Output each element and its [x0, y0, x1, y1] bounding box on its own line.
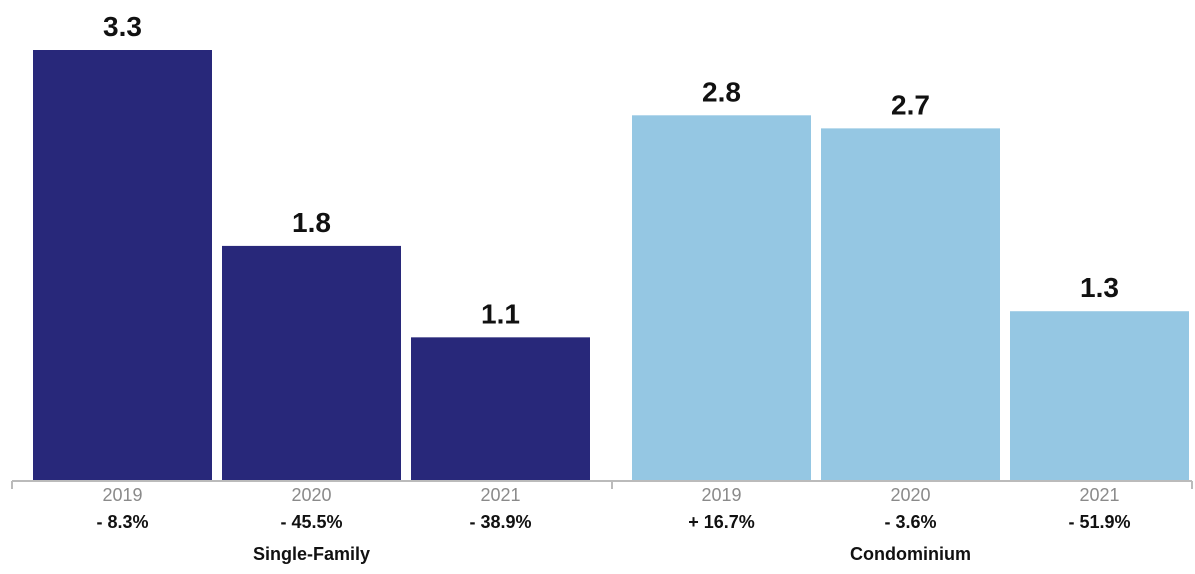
- data-label-condominium-2021: 1.3: [1080, 272, 1119, 303]
- bar-single-family-2020: [222, 245, 401, 481]
- data-label-single-family-2020: 1.8: [292, 207, 331, 238]
- bars-layer: [33, 50, 1189, 481]
- change-label-condominium-2019: + 16.7%: [688, 512, 755, 532]
- x-axis: 2019 - 8.3% 2020 - 45.5% 2021 - 38.9% Single-F…: [11, 480, 1193, 564]
- tick-label-single-family-2019: 2019: [102, 485, 142, 505]
- bar-condominium-2021: [1010, 311, 1189, 481]
- bar-condominium-2019: [632, 115, 811, 481]
- group-label-single-family: Single-Family: [253, 544, 370, 564]
- change-label-condominium-2020: - 3.6%: [884, 512, 936, 532]
- labels-layer: 3.3 1.8 1.1 2.8 2.7 1.3: [103, 11, 1119, 329]
- bar-condominium-2020: [821, 128, 1000, 481]
- group-label-condominium: Condominium: [850, 544, 971, 564]
- tick-label-condominium-2021: 2021: [1079, 485, 1119, 505]
- tick-label-condominium-2020: 2020: [890, 485, 930, 505]
- tick-label-single-family-2021: 2021: [480, 485, 520, 505]
- change-label-single-family-2020: - 45.5%: [280, 512, 342, 532]
- data-label-condominium-2020: 2.7: [891, 89, 930, 120]
- change-label-single-family-2019: - 8.3%: [96, 512, 148, 532]
- change-label-condominium-2021: - 51.9%: [1068, 512, 1130, 532]
- change-label-single-family-2021: - 38.9%: [469, 512, 531, 532]
- bar-single-family-2021: [411, 337, 590, 481]
- data-label-single-family-2021: 1.1: [481, 298, 520, 329]
- tick-label-condominium-2019: 2019: [701, 485, 741, 505]
- bar-single-family-2019: [33, 50, 212, 481]
- tick-label-single-family-2020: 2020: [291, 485, 331, 505]
- data-label-condominium-2019: 2.8: [702, 76, 741, 107]
- data-label-single-family-2019: 3.3: [103, 11, 142, 42]
